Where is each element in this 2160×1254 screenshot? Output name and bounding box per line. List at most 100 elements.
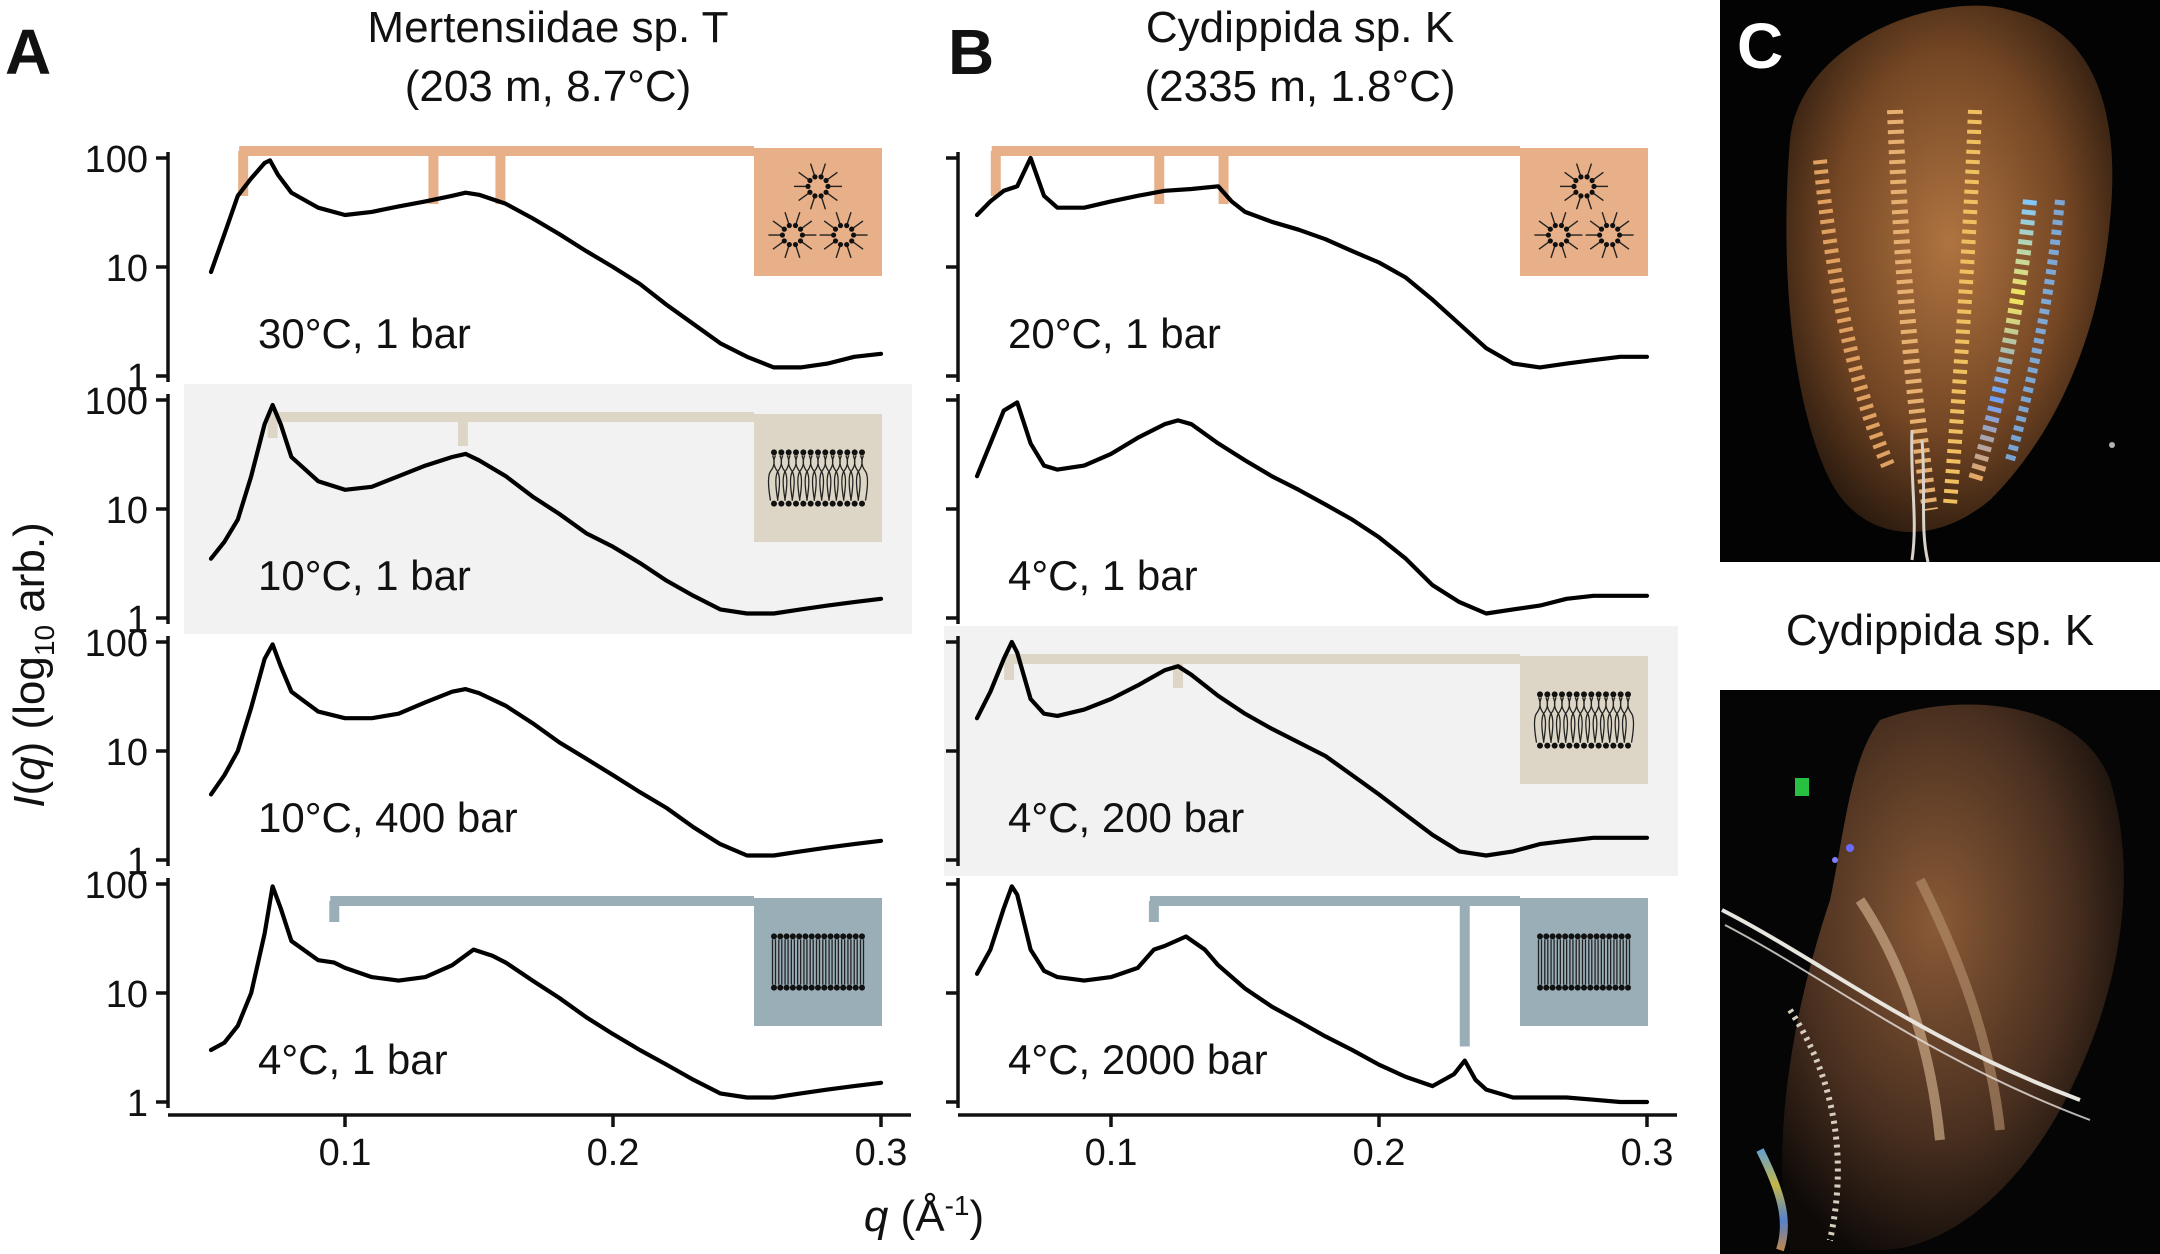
photo-caption: Cydippida sp. K [1786,606,2094,655]
lipid-head [783,933,790,940]
lipid-head [1581,742,1587,749]
lipid-tail [1544,939,1549,985]
lipid-tail [1625,939,1631,985]
phase-icon-box [754,148,882,276]
lipid-head [1581,984,1587,991]
micelle-head [805,183,811,189]
lipid-head [771,449,777,456]
lipid-head [1625,984,1631,991]
x-axis-title: q (Å-1) [864,1190,984,1241]
phase-icon-box [754,414,882,542]
micelle-head [849,238,855,244]
lipid-head [852,933,859,940]
lipid-head [783,984,790,991]
lipid-head [822,449,829,456]
micelle-head [849,226,855,232]
x-tick-label: 0.3 [1621,1132,1674,1174]
lipid-head [846,984,853,991]
micelle-head [1597,232,1603,238]
phase-icon-glyph [771,933,865,991]
y-tick-label: 100 [85,381,148,423]
lipid-tail [1569,939,1574,985]
scattering-curve [974,639,1650,858]
micelle-head [1558,222,1565,229]
lipid-head [793,500,799,507]
lipid-tail [1606,939,1612,985]
y-tick-label: 100 [85,865,148,907]
x-tick-label: 0.2 [1353,1132,1406,1174]
lipid-head [1568,984,1575,991]
micelle-head [786,241,792,248]
y-tick-label: 1 [127,599,148,641]
lipid-tail [822,939,827,985]
lipid-head [1537,691,1543,698]
lipid-head [1537,742,1543,749]
lipid-head [827,933,834,940]
panel-b-title-line1: Cydippida sp. K [1146,3,1454,52]
y-axis-title: I(q) (log10 arb.) [5,522,60,808]
lipid-head [1587,933,1594,940]
lipid-head [777,933,784,940]
micelle-head [832,238,839,244]
micelle-head [1589,177,1595,184]
lipid-head [1543,933,1550,940]
lipid-tail [853,939,858,985]
scattering-curve [974,884,1650,1105]
lipid-head [808,933,815,940]
lipid-head [815,449,821,456]
lipid-head [771,933,777,940]
lipid-head [789,933,796,940]
micelle-head [1578,174,1584,180]
lipid-tail [1619,939,1624,985]
micelle-head [1603,222,1610,229]
lipid-head [821,984,828,991]
micelle-head [1591,183,1597,189]
lipid-head [1625,742,1631,749]
micelle-head [1552,241,1558,248]
lipid-head [852,984,859,991]
lipid-tail [790,939,796,985]
micelle-head [797,238,804,244]
micelle-head [779,232,786,238]
lipid-head [1551,742,1558,749]
phase-icon-glyph [767,449,869,507]
micelle-head [792,241,799,248]
lipid-tail [796,939,802,985]
lipid-tail [778,939,783,985]
panel-letter-c: C [1737,10,1783,82]
lipid-head [859,984,865,991]
lipid-tail [1537,939,1543,985]
micelle-head [781,238,787,244]
lipid-head [1559,742,1565,749]
lipid-head [833,933,840,940]
lipid-head [1562,984,1569,991]
lipid-head [785,500,792,507]
micelle-head [1563,226,1570,232]
lipid-head [1549,984,1556,991]
x-tick-label: 0.1 [1085,1132,1138,1174]
lipid-tail [1550,939,1555,985]
lipid-tail [840,939,846,985]
lipid-tail [803,939,808,985]
micelle-head [844,222,850,229]
lipid-head [1606,933,1613,940]
micelle-head [797,226,804,232]
scattering-curve [208,642,884,858]
micelle-head [1598,238,1605,244]
lipid-head [1573,691,1580,698]
micelle-head [1610,241,1616,248]
condition-label: 10°C, 400 bar [258,794,518,841]
micelle-head [1617,232,1623,238]
lipid-head [1581,933,1587,940]
lipid-head [844,449,851,456]
micelle-head [1584,174,1590,180]
lipid-head [829,500,836,507]
lipid-tail [1588,939,1593,985]
micelle-head [807,177,813,184]
micelle-head [851,232,857,238]
scattering-curve [208,884,884,1100]
phase-icon-glyph [768,163,868,259]
lipid-head [827,984,834,991]
